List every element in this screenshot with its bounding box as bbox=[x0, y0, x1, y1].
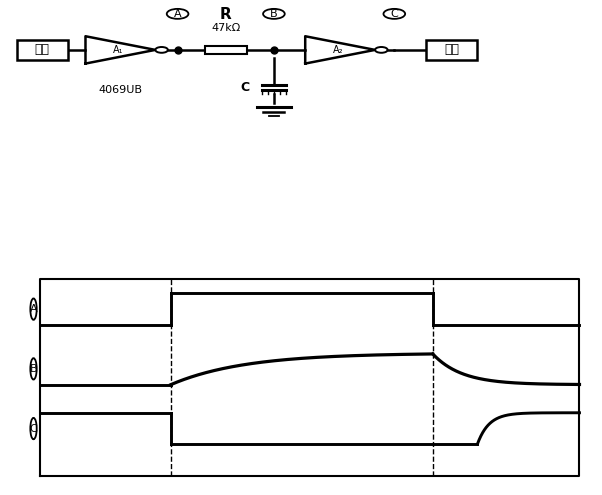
Bar bbox=[205, 46, 247, 54]
Circle shape bbox=[167, 9, 188, 19]
Text: 47kΩ: 47kΩ bbox=[211, 23, 240, 33]
Text: C: C bbox=[241, 81, 250, 94]
Text: R: R bbox=[220, 7, 232, 22]
Circle shape bbox=[30, 298, 37, 320]
Circle shape bbox=[383, 9, 405, 19]
Text: A: A bbox=[29, 304, 37, 314]
Text: 4069UB: 4069UB bbox=[98, 85, 143, 96]
Circle shape bbox=[263, 9, 285, 19]
Bar bbox=[426, 40, 477, 60]
Text: A: A bbox=[174, 9, 181, 19]
Circle shape bbox=[375, 47, 388, 53]
Circle shape bbox=[155, 47, 168, 53]
Bar bbox=[17, 40, 68, 60]
Text: B: B bbox=[270, 9, 278, 19]
Text: B: B bbox=[29, 364, 37, 374]
Text: A₂: A₂ bbox=[333, 45, 344, 55]
Text: C: C bbox=[391, 9, 398, 19]
Circle shape bbox=[30, 418, 37, 439]
Text: 输入: 输入 bbox=[35, 44, 49, 56]
Circle shape bbox=[30, 358, 37, 380]
Text: 输出: 输出 bbox=[444, 44, 459, 56]
Text: C: C bbox=[29, 424, 37, 434]
Text: A₁: A₁ bbox=[113, 45, 124, 55]
